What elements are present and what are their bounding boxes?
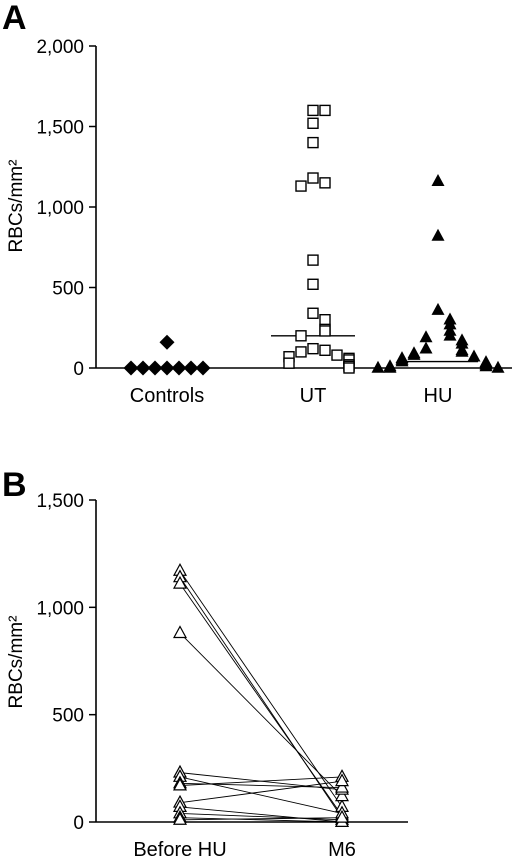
- paired-line: [179, 780, 343, 804]
- data-point-before-hu: [172, 812, 188, 825]
- category-label-hu: HU: [424, 385, 453, 407]
- data-point-m6: [334, 773, 350, 787]
- data-point-hu: [431, 228, 445, 241]
- y-a-tick-label: 500: [52, 279, 84, 300]
- median-lines-a: [271, 335, 478, 363]
- y-a-tick-label: 1,000: [36, 198, 84, 219]
- data-point-hu: [455, 344, 469, 357]
- data-point-controls: [123, 360, 139, 376]
- y-b-tick-label: 500: [52, 706, 84, 727]
- paired-line: [179, 776, 343, 814]
- category-label-m6: M6: [328, 839, 356, 860]
- data-point-ut: [319, 344, 331, 356]
- data-point-ut: [307, 117, 319, 129]
- y-axis-title-b: RBCs/mm²: [6, 616, 27, 709]
- data-points-b: [172, 562, 350, 828]
- data-point-hu: [443, 328, 457, 341]
- data-point-ut: [343, 362, 355, 374]
- y-a-tick-label: 2,000: [36, 37, 84, 58]
- paired-line: [179, 806, 343, 823]
- data-point-ut: [319, 104, 331, 117]
- data-point-hu: [455, 336, 469, 349]
- data-point-ut: [331, 349, 343, 361]
- data-point-ut: [319, 314, 331, 326]
- paired-line: [179, 583, 343, 816]
- category-label-controls: Controls: [130, 385, 204, 407]
- data-point-m6: [334, 809, 350, 823]
- paired-line: [179, 570, 343, 808]
- y-a-tick-label: 1,500: [36, 118, 84, 139]
- data-point-hu: [419, 341, 433, 354]
- data-point-hu: [443, 317, 457, 330]
- category-label-ut: UT: [300, 385, 327, 407]
- paired-line: [179, 776, 343, 786]
- y-ticks-a: 0 500 1,000 1,500 2,000: [36, 37, 96, 380]
- data-point-ut: [307, 104, 319, 117]
- data-point-m6: [334, 788, 350, 802]
- data-point-ut: [283, 357, 295, 369]
- data-point-controls: [171, 360, 187, 376]
- paired-lines-b: [179, 570, 343, 823]
- y-axis-title-a: RBCs/mm²: [6, 160, 27, 253]
- data-point-before-hu: [172, 575, 188, 589]
- data-point-hu: [431, 174, 445, 187]
- panel-letter-a: A: [2, 0, 27, 37]
- data-point-ut: [307, 342, 319, 355]
- data-point-hu: [431, 302, 445, 315]
- data-point-before-hu: [172, 625, 188, 639]
- data-point-hu: [419, 330, 433, 343]
- data-point-controls: [195, 360, 211, 376]
- data-point-hu: [395, 354, 409, 367]
- data-point-controls: [147, 360, 163, 376]
- data-point-ut: [307, 254, 319, 266]
- data-point-m6: [334, 779, 350, 793]
- y-ticks-b: 0 500 1,000 1,500: [36, 491, 96, 834]
- data-point-controls: [135, 360, 151, 376]
- data-point-ut: [319, 325, 331, 337]
- data-point-hu: [407, 347, 421, 360]
- data-point-controls: [159, 334, 175, 350]
- data-point-controls: [159, 360, 175, 376]
- data-points-a: [123, 104, 505, 376]
- category-label-before-hu: Before HU: [133, 839, 226, 860]
- paired-line: [179, 817, 343, 821]
- paired-line: [179, 632, 343, 797]
- data-point-ut: [307, 172, 319, 184]
- panel-b: B RBCs/mm² 0 500 1,000 1,500 Before HU M6: [2, 466, 408, 860]
- data-point-ut: [307, 278, 319, 290]
- y-a-tick-label: 0: [73, 359, 84, 380]
- data-point-ut: [319, 177, 331, 189]
- panel-letter-b: B: [2, 466, 27, 504]
- data-point-hu: [371, 360, 385, 373]
- data-point-hu: [383, 360, 397, 373]
- data-point-hu: [467, 349, 481, 362]
- data-point-before-hu: [172, 777, 188, 791]
- data-point-controls: [183, 360, 199, 376]
- paired-line: [179, 812, 343, 821]
- y-b-tick-label: 0: [73, 813, 84, 834]
- data-point-ut: [307, 307, 319, 319]
- data-point-hu: [491, 360, 505, 373]
- data-point-ut: [307, 136, 319, 149]
- data-point-hu: [479, 359, 493, 372]
- paired-line: [179, 817, 343, 823]
- y-b-tick-label: 1,000: [36, 598, 84, 619]
- data-point-ut: [295, 346, 307, 358]
- y-b-tick-label: 1,500: [36, 491, 84, 512]
- data-point-ut: [295, 330, 307, 342]
- data-point-ut: [295, 180, 307, 192]
